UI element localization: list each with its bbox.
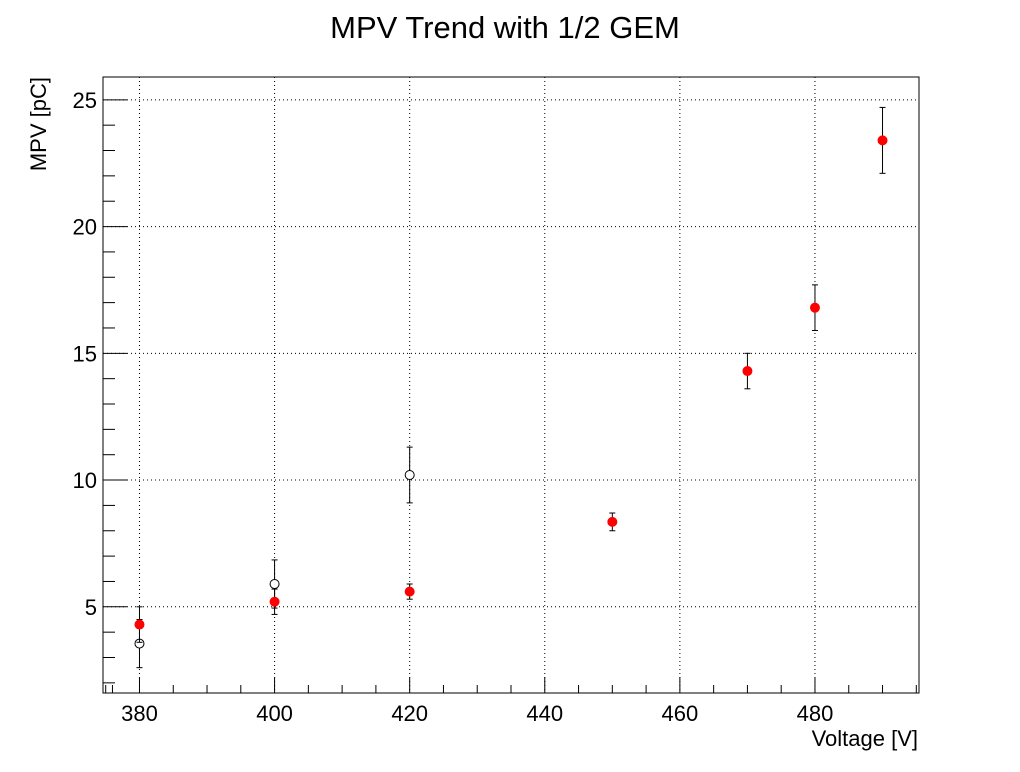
y-tick-label: 20 (73, 215, 97, 240)
data-point (404, 446, 415, 504)
y-tick-label: 25 (73, 88, 97, 113)
y-tick-label: 5 (85, 595, 97, 620)
grid (103, 77, 919, 693)
x-tick-label: 480 (797, 701, 834, 726)
marker-filled-circle (404, 586, 415, 597)
data-point (404, 583, 415, 600)
y-tick-label: 15 (73, 341, 97, 366)
data-point (134, 606, 145, 643)
x-tick-label: 380 (121, 701, 158, 726)
marker-open-circle (269, 578, 280, 589)
y-axis-label: MPV [pC] (26, 77, 51, 171)
marker-filled-circle (607, 516, 618, 527)
data-point (877, 106, 888, 174)
x-tick-label: 460 (662, 701, 699, 726)
data-point (607, 512, 618, 532)
marker-filled-circle (877, 135, 888, 146)
data-point (269, 588, 280, 615)
axis-ticks (103, 99, 917, 693)
x-tick-label: 400 (256, 701, 293, 726)
x-tick-label: 440 (526, 701, 563, 726)
marker-filled-circle (809, 302, 820, 313)
chart-title: MPV Trend with 1/2 GEM (330, 10, 680, 45)
x-tick-label: 420 (391, 701, 428, 726)
marker-filled-circle (742, 366, 753, 377)
data-point (809, 284, 820, 331)
data-point (742, 352, 753, 390)
plot-frame (102, 76, 920, 694)
y-tick-label: 10 (73, 468, 97, 493)
marker-filled-circle (269, 596, 280, 607)
x-axis-label: Voltage [V] (812, 726, 918, 751)
marker-open-circle (404, 469, 415, 480)
data-points (134, 106, 888, 669)
tick-labels: 380 400 420 440 460 480 5 10 15 20 25 (73, 88, 834, 726)
marker-filled-circle (134, 619, 145, 630)
